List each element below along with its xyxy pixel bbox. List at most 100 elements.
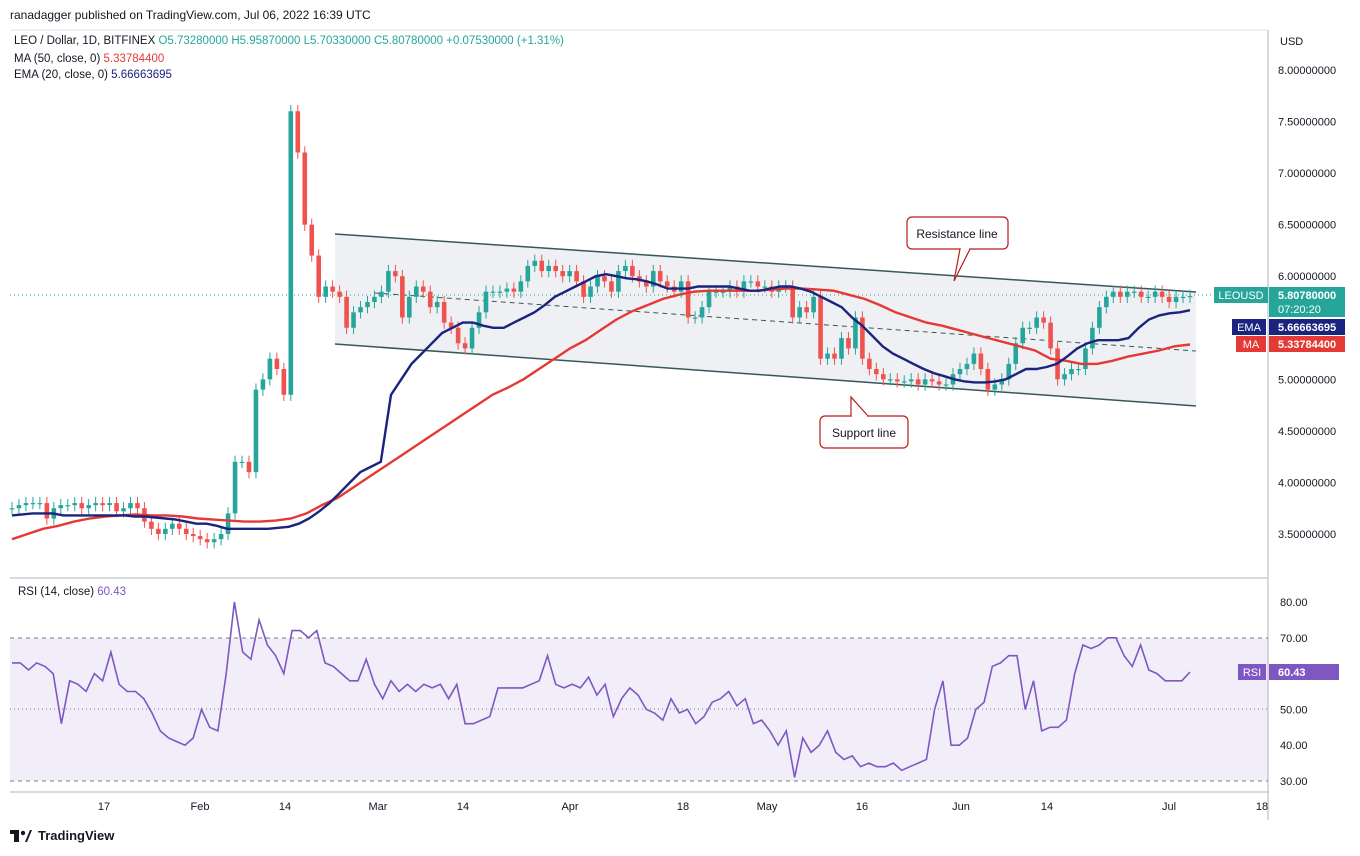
price-axis[interactable]: 8.00000000 7.50000000 7.00000000 6.50000000… bbox=[1278, 65, 1336, 541]
candle-body[interactable] bbox=[957, 369, 963, 375]
symbol-tag[interactable]: LEOUSD bbox=[1214, 287, 1268, 303]
candle-body[interactable] bbox=[386, 271, 391, 292]
candle-body[interactable] bbox=[1187, 296, 1193, 298]
candle-body[interactable] bbox=[1166, 296, 1172, 302]
candle-body[interactable] bbox=[853, 317, 858, 349]
candle-body[interactable] bbox=[1138, 291, 1144, 297]
candle-body[interactable] bbox=[170, 523, 175, 529]
candle-body[interactable] bbox=[23, 503, 29, 506]
candle-body[interactable] bbox=[358, 307, 363, 313]
candle-body[interactable] bbox=[267, 358, 273, 380]
candle-body[interactable] bbox=[295, 111, 301, 153]
candle-body[interactable] bbox=[1027, 327, 1032, 329]
candle-body[interactable] bbox=[1117, 291, 1123, 297]
candle-body[interactable] bbox=[971, 353, 977, 364]
candle-body[interactable] bbox=[595, 276, 600, 287]
candle-body[interactable] bbox=[253, 389, 259, 473]
candle-body[interactable] bbox=[1041, 317, 1046, 323]
candle-body[interactable] bbox=[1173, 296, 1179, 302]
candle-body[interactable] bbox=[114, 503, 119, 512]
candle-body[interactable] bbox=[260, 379, 266, 390]
candle-body[interactable] bbox=[532, 260, 538, 266]
candle-body[interactable] bbox=[755, 281, 761, 287]
candle-body[interactable] bbox=[232, 461, 238, 514]
candle-body[interactable] bbox=[323, 286, 328, 297]
candle-body[interactable] bbox=[163, 528, 168, 534]
candle-body[interactable] bbox=[630, 265, 635, 277]
candle-body[interactable] bbox=[1013, 343, 1019, 364]
candle-body[interactable] bbox=[706, 291, 712, 308]
candle-body[interactable] bbox=[379, 291, 384, 297]
candle-body[interactable] bbox=[497, 291, 503, 293]
ma-tag[interactable]: MA 5.33784400 bbox=[1236, 336, 1345, 352]
candle-body[interactable] bbox=[644, 281, 649, 287]
candle-body[interactable] bbox=[225, 513, 231, 534]
candle-body[interactable] bbox=[1159, 291, 1165, 297]
candle-body[interactable] bbox=[664, 281, 670, 287]
candle-body[interactable] bbox=[825, 353, 830, 359]
candle-body[interactable] bbox=[400, 276, 405, 318]
rsi-line[interactable] bbox=[12, 601, 1191, 778]
candle-body[interactable] bbox=[657, 271, 663, 282]
candle-body[interactable] bbox=[1104, 296, 1109, 308]
candle-body[interactable] bbox=[874, 369, 879, 375]
candle-body[interactable] bbox=[741, 281, 747, 292]
candle-body[interactable] bbox=[790, 286, 795, 318]
ma-legend[interactable]: MA (50, close, 0) 5.33784400 bbox=[14, 53, 164, 65]
candle-body[interactable] bbox=[943, 384, 949, 386]
candle-body[interactable] bbox=[511, 288, 517, 292]
candle-body[interactable] bbox=[407, 296, 412, 318]
candle-body[interactable] bbox=[748, 281, 754, 283]
candle-body[interactable] bbox=[985, 369, 991, 390]
candle-body[interactable] bbox=[1083, 348, 1088, 370]
candle-body[interactable] bbox=[413, 286, 419, 297]
candle-body[interactable] bbox=[365, 302, 370, 308]
candle-body[interactable] bbox=[609, 281, 614, 292]
candle-body[interactable] bbox=[476, 312, 482, 328]
candle-body[interactable] bbox=[1152, 291, 1158, 297]
candle-body[interactable] bbox=[344, 296, 349, 328]
candle-body[interactable] bbox=[302, 152, 308, 225]
candle-body[interactable] bbox=[1034, 317, 1039, 328]
candle-body[interactable] bbox=[246, 461, 252, 473]
candle-body[interactable] bbox=[623, 265, 628, 272]
candle-body[interactable] bbox=[16, 505, 22, 509]
candle-body[interactable] bbox=[1111, 291, 1116, 297]
candle-body[interactable] bbox=[79, 503, 85, 509]
candle-body[interactable] bbox=[1097, 307, 1102, 328]
rsi-tag[interactable]: RSI 60.43 bbox=[1238, 664, 1339, 680]
candle-body[interactable] bbox=[1131, 291, 1137, 293]
candle-body[interactable] bbox=[915, 379, 921, 385]
tradingview-footer[interactable]: TradingView bbox=[10, 828, 114, 843]
candle-body[interactable] bbox=[351, 312, 356, 328]
candle-body[interactable] bbox=[288, 111, 294, 395]
candle-body[interactable] bbox=[393, 271, 398, 277]
candle-body[interactable] bbox=[72, 503, 78, 506]
candle-body[interactable] bbox=[929, 379, 935, 382]
candle-body[interactable] bbox=[804, 307, 809, 313]
candle-body[interactable] bbox=[9, 508, 15, 510]
candle-body[interactable] bbox=[720, 291, 726, 293]
candle-body[interactable] bbox=[281, 369, 287, 395]
candle-body[interactable] bbox=[107, 503, 112, 506]
candle-body[interactable] bbox=[469, 327, 475, 349]
candle-body[interactable] bbox=[839, 338, 844, 359]
candle-body[interactable] bbox=[434, 302, 440, 308]
candle-body[interactable] bbox=[860, 317, 865, 359]
candle-body[interactable] bbox=[762, 286, 768, 288]
candle-body[interactable] bbox=[337, 291, 342, 297]
candle-body[interactable] bbox=[832, 353, 837, 359]
symbol-label[interactable]: LEO / Dollar, 1D, BITFINEX bbox=[14, 35, 156, 47]
candle-body[interactable] bbox=[58, 505, 64, 509]
candle-body[interactable] bbox=[588, 286, 593, 297]
candle-body[interactable] bbox=[86, 505, 91, 509]
candle-body[interactable] bbox=[100, 503, 105, 506]
candle-body[interactable] bbox=[455, 327, 461, 344]
candle-body[interactable] bbox=[574, 271, 579, 282]
candle-body[interactable] bbox=[685, 281, 691, 318]
candle-body[interactable] bbox=[1069, 369, 1074, 375]
candle-body[interactable] bbox=[239, 461, 245, 464]
candle-body[interactable] bbox=[846, 338, 851, 349]
